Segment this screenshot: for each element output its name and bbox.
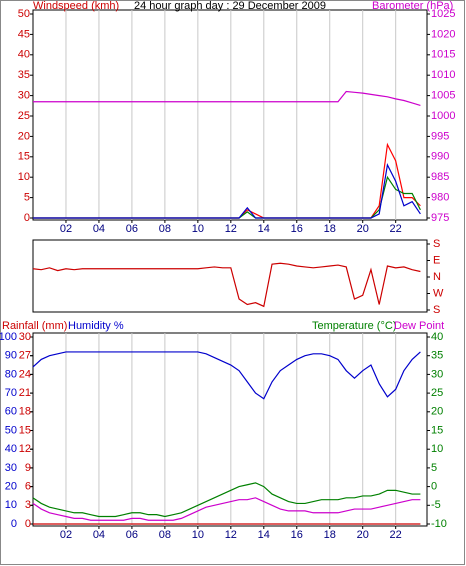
y-tick-label: 24 xyxy=(19,368,31,380)
x-tick-label: 08 xyxy=(159,223,171,235)
y-tick-label: 1025 xyxy=(431,8,455,20)
y-tick-label: 60 xyxy=(5,406,17,418)
y-tick-label: 5 xyxy=(431,462,437,474)
y2-label: Barometer (hPa) xyxy=(372,0,453,12)
x-tick-label: 04 xyxy=(93,223,105,235)
y-tick-label: 0 xyxy=(24,212,30,224)
y-tick-label: 90 xyxy=(5,350,17,362)
y-tick-label: 30 xyxy=(5,462,17,474)
y-tick-label: 980 xyxy=(431,192,449,204)
x-tick-label: 02 xyxy=(60,223,72,235)
y-tick-label: 30 xyxy=(431,368,443,380)
series-line xyxy=(32,351,421,400)
x-tick-label: 12 xyxy=(225,223,237,235)
y-tick-label: 15 xyxy=(431,424,443,436)
x-tick-label: 14 xyxy=(258,529,270,541)
y-tick-label: 25 xyxy=(431,387,443,399)
y-tick-label: 10 xyxy=(5,499,17,511)
x-tick-label: 14 xyxy=(258,223,270,235)
y-tick-label: 1005 xyxy=(431,90,455,102)
y-tick-label: S xyxy=(433,238,440,250)
y-tick-label: 10 xyxy=(431,443,443,455)
x-tick-label: 04 xyxy=(93,529,105,541)
x-tick-label: 10 xyxy=(192,223,204,235)
y-tick-label: 20 xyxy=(5,481,17,493)
y-tick-label: 985 xyxy=(431,171,449,183)
y-tick-label: 6 xyxy=(25,481,31,493)
y-tick-label: -5 xyxy=(431,499,441,511)
y-tick-label: 3 xyxy=(25,499,31,511)
y-tick-label: E xyxy=(433,254,440,266)
y-tick-label: 20 xyxy=(18,130,30,142)
x-tick-label: 22 xyxy=(390,223,402,235)
x-tick-label: 16 xyxy=(291,529,303,541)
series-line xyxy=(33,163,421,219)
y-tick-label: 40 xyxy=(431,331,443,343)
y-tick-label: 20 xyxy=(431,406,443,418)
y-tick-label: 0 xyxy=(25,518,31,530)
plot-area xyxy=(32,239,428,313)
y-tick-label: 975 xyxy=(431,212,449,224)
y-tick-label: 21 xyxy=(19,387,31,399)
x-tick-label: 16 xyxy=(291,223,303,235)
y-tick-label: 27 xyxy=(19,350,31,362)
series-line xyxy=(32,262,421,308)
y-tick-label: 5 xyxy=(24,192,30,204)
y-tick-label: 1015 xyxy=(431,49,455,61)
y-tick-label: 80 xyxy=(5,368,17,380)
x-tick-label: 18 xyxy=(324,529,336,541)
y-tick-label: 30 xyxy=(19,331,31,343)
series-name: Dew Point xyxy=(394,320,444,332)
y-tick-label: S xyxy=(433,304,440,316)
y-tick-label: 0 xyxy=(11,518,17,530)
y-tick-label: 1020 xyxy=(431,28,455,40)
y-tick-label: 50 xyxy=(5,424,17,436)
y-tick-label: 12 xyxy=(19,443,31,455)
y-tick-label: 15 xyxy=(18,151,30,163)
x-tick-label: 08 xyxy=(159,529,171,541)
y-tick-label: 35 xyxy=(431,350,443,362)
y-tick-label: 45 xyxy=(18,28,30,40)
plot-area xyxy=(32,332,428,527)
y-tick-label: 995 xyxy=(431,130,449,142)
title: 24 hour graph day : 29 December 2009 xyxy=(134,0,326,12)
y-tick-label: 35 xyxy=(18,69,30,81)
x-tick-label: 10 xyxy=(192,529,204,541)
y-tick-label: 40 xyxy=(5,443,17,455)
x-tick-label: 06 xyxy=(126,223,138,235)
y-tick-label: -10 xyxy=(431,518,447,530)
plot-area xyxy=(32,9,428,221)
y-tick-label: 50 xyxy=(18,8,30,20)
x-tick-label: 02 xyxy=(60,529,72,541)
y-tick-label: 1000 xyxy=(431,110,455,122)
y-tick-label: 9 xyxy=(25,462,31,474)
series-line xyxy=(32,497,421,521)
y-tick-label: 25 xyxy=(18,110,30,122)
series-name: Temperature (°C) xyxy=(312,320,396,332)
y-label: Windspeed (kmh) xyxy=(33,0,119,12)
series-line xyxy=(33,90,421,106)
y-tick-label: 70 xyxy=(5,387,17,399)
y-tick-label: N xyxy=(433,271,441,283)
x-tick-label: 22 xyxy=(390,529,402,541)
x-tick-label: 18 xyxy=(324,223,336,235)
x-tick-label: 12 xyxy=(225,529,237,541)
y-tick-label: 990 xyxy=(431,151,449,163)
y-tick-label: 0 xyxy=(431,481,437,493)
y-tick-label: 1010 xyxy=(431,69,455,81)
y-tick-label: W xyxy=(433,287,444,299)
x-tick-label: 20 xyxy=(357,223,369,235)
x-tick-label: 20 xyxy=(357,529,369,541)
y-tick-label: 15 xyxy=(19,424,31,436)
y-tick-label: 100 xyxy=(0,331,17,343)
y-tick-label: 10 xyxy=(18,171,30,183)
y-tick-label: 18 xyxy=(19,406,31,418)
x-tick-label: 06 xyxy=(126,529,138,541)
series-name: Rainfall (mm) xyxy=(2,320,67,332)
y-tick-label: 30 xyxy=(18,90,30,102)
series-line xyxy=(32,482,421,518)
y-tick-label: 40 xyxy=(18,49,30,61)
series-name: Humidity % xyxy=(68,320,124,332)
